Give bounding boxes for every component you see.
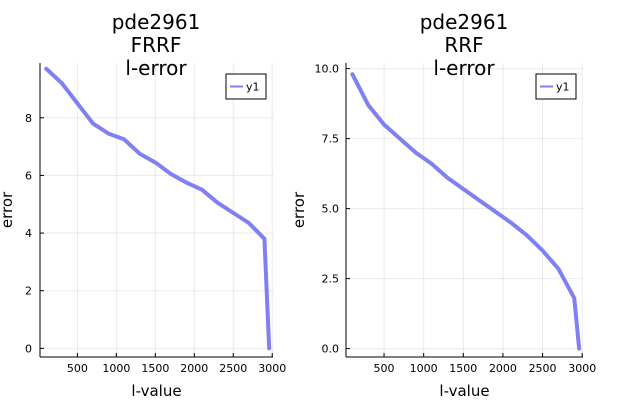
chart-title-line-3: l-error [433, 56, 495, 80]
x-tick-label: 2500 [529, 362, 557, 375]
series-line-y1 [350, 72, 582, 351]
legend-label: y1 [556, 81, 570, 94]
y-axis-label: error [0, 191, 16, 228]
y-tick-label: 7.5 [322, 133, 340, 146]
y-tick-label: 2 [25, 285, 32, 298]
chart-title-line-2: RRF [444, 33, 483, 57]
x-tick-label: 500 [374, 362, 395, 375]
x-axis-label: l-value [131, 382, 181, 400]
y-tick-label: 10.0 [315, 63, 340, 76]
y-tick-label: 5.0 [322, 203, 340, 216]
x-tick-label: 1000 [102, 362, 130, 375]
legend-label: y1 [246, 81, 260, 94]
legend: y1 [535, 73, 577, 100]
x-tick-label: 1000 [410, 362, 438, 375]
x-tick-label: 500 [67, 362, 88, 375]
chart-title-line-1: pde2961 [112, 10, 201, 34]
x-axis-label: l-value [439, 382, 489, 400]
chart-panel-2: 500 1000 1500 2000 2500 3000 0.0 2.5 5.0 7.5 10.0 p… [290, 10, 596, 400]
y-tick-label: 4 [25, 227, 32, 240]
y-tick-label: 2.5 [322, 273, 340, 286]
x-tick-label: 3000 [568, 362, 596, 375]
x-tick-label: 1500 [449, 362, 477, 375]
x-tick-label: 2000 [180, 362, 208, 375]
y-tick-label: 0 [25, 342, 32, 355]
series-line-y1 [44, 66, 272, 351]
chart-title-line-1: pde2961 [420, 10, 509, 34]
x-tick-label: 3000 [258, 362, 286, 375]
x-tick-label: 2500 [219, 362, 247, 375]
y-tick-label: 6 [25, 169, 32, 182]
legend: y1 [225, 73, 267, 100]
x-tick-label: 1500 [141, 362, 169, 375]
y-tick-label: 8 [25, 112, 32, 125]
chart-panel-1: 500 1000 1500 2000 2500 300002468pde2961FRRFl… [0, 10, 286, 400]
chart-title-line-2: FRRF [131, 33, 182, 57]
y-tick-label: 0.0 [322, 343, 340, 356]
y-axis-label: error [290, 191, 308, 228]
chart-title-line-3: l-error [125, 56, 187, 80]
x-tick-label: 2000 [489, 362, 517, 375]
